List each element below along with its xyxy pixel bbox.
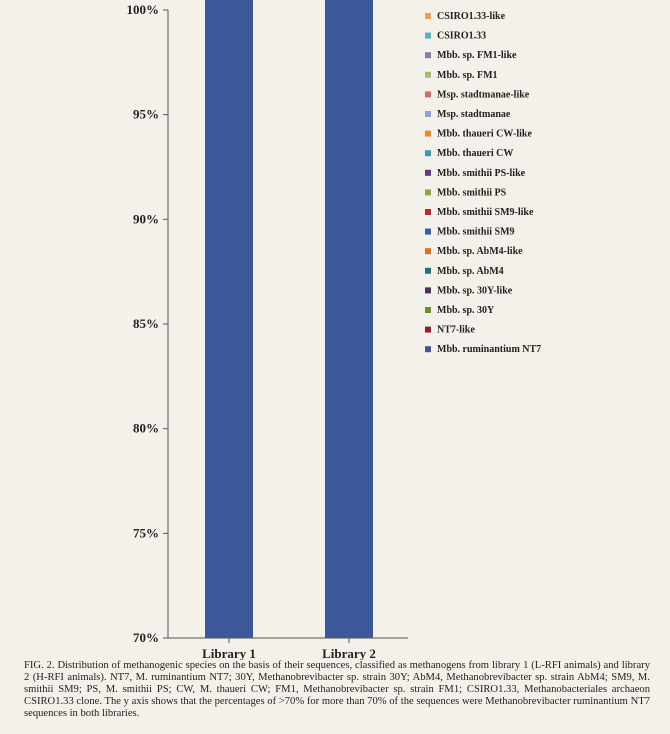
legend-label: CSIRO1.33 xyxy=(437,31,486,42)
y-tick-label: 75% xyxy=(133,525,159,540)
legend-swatch xyxy=(425,150,431,157)
legend-swatch xyxy=(425,209,431,215)
y-tick-label: 100% xyxy=(127,2,160,17)
axis-labels: 70% 75% 80% 85% 90% 95% 100% Library 1 Library 2 xyxy=(127,2,376,660)
legend-swatch xyxy=(425,91,431,98)
legend-label: Mbb. thaueri CW xyxy=(437,148,513,159)
legend-label: Mbb. sp. 30Y xyxy=(437,305,495,316)
legend-swatch xyxy=(425,287,431,294)
y-tick-label: 80% xyxy=(133,421,159,436)
legend: CSIRO1.33-like CSIRO1.33 Mbb. sp. FM1-like… xyxy=(425,11,541,355)
legend-swatch xyxy=(425,71,431,78)
legend-label: NT7-like xyxy=(437,325,475,336)
legend-label: Mbb. sp. FM1-like xyxy=(437,50,517,61)
bar-segment xyxy=(325,0,373,638)
legend-swatch xyxy=(425,52,431,59)
bar-segment xyxy=(205,0,253,638)
y-tick-label: 95% xyxy=(133,107,159,122)
y-tick-label: 85% xyxy=(133,316,159,331)
legend-swatch xyxy=(425,267,431,274)
legend-label: Mbb. sp. 30Y-like xyxy=(437,285,513,296)
stacked-bar-chart: 70% 75% 80% 85% 90% 95% 100% Library 1 Library 2… xyxy=(127,0,541,660)
legend-label: Mbb. sp. AbM4-like xyxy=(437,246,523,257)
legend-label: CSIRO1.33-like xyxy=(437,11,506,22)
legend-label: Mbb. smithii PS-like xyxy=(437,168,526,179)
legend-label: Mbb. smithii PS xyxy=(437,187,507,198)
figure-caption: FIG. 2. Distribution of methanogenic spe… xyxy=(24,660,650,719)
legend-label: Mbb. smithii SM9 xyxy=(437,227,515,238)
legend-swatch xyxy=(425,32,431,39)
legend-swatch xyxy=(425,346,431,353)
legend-swatch xyxy=(425,248,431,255)
legend-swatch xyxy=(425,228,431,235)
legend-label: Mbb. smithii SM9-like xyxy=(437,207,534,218)
legend-swatch xyxy=(425,189,431,196)
legend-label: Mbb. thaueri CW-like xyxy=(437,129,532,140)
legend-swatch xyxy=(425,169,431,176)
category-label: Library 2 xyxy=(322,646,376,660)
legend-swatch xyxy=(425,326,431,333)
y-tick-label: 90% xyxy=(133,211,159,226)
legend-label: Mbb. sp. FM1 xyxy=(437,70,498,81)
legend-swatch xyxy=(425,111,431,117)
legend-label: Msp. stadtmanae xyxy=(437,109,511,120)
legend-label: Mbb. ruminantium NT7 xyxy=(437,344,541,355)
category-label: Library 1 xyxy=(202,646,256,660)
legend-swatch xyxy=(425,13,431,19)
legend-swatch xyxy=(425,307,431,313)
bars xyxy=(205,0,373,638)
legend-label: Msp. stadtmanae-like xyxy=(437,89,530,100)
y-tick-label: 70% xyxy=(133,630,159,645)
legend-label: Mbb. sp. AbM4 xyxy=(437,266,504,277)
legend-swatch xyxy=(425,130,431,137)
